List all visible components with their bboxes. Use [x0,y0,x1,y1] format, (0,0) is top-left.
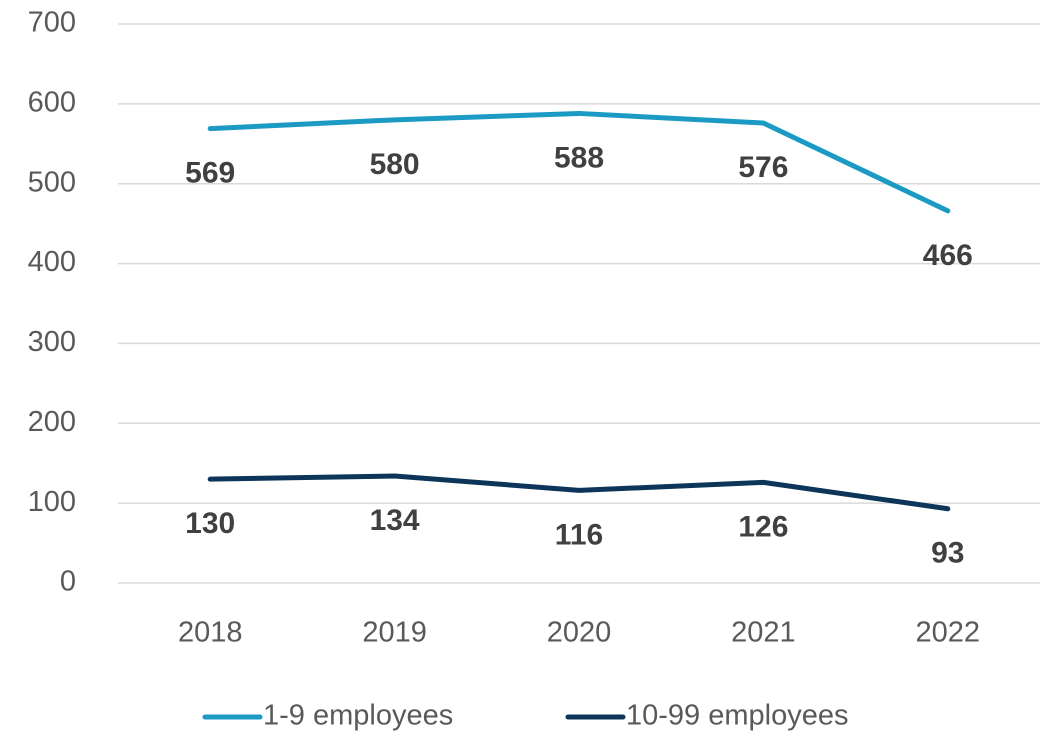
x-tick-label: 2018 [178,617,243,649]
y-tick-label: 0 [60,566,76,598]
y-tick-label: 700 [28,7,76,39]
series-line [207,110,951,214]
data-label: 130 [185,507,235,540]
data-label: 116 [555,518,603,551]
data-label: 569 [185,157,235,190]
data-label: 134 [370,504,420,537]
data-label: 576 [738,151,788,184]
x-tick-label: 2021 [731,617,796,649]
data-label: 93 [931,537,964,570]
y-tick-label: 600 [28,87,76,119]
y-tick-label: 300 [28,326,76,358]
y-tick-label: 100 [28,486,76,518]
x-tick-label: 2022 [916,617,981,649]
y-tick-label: 500 [28,166,76,198]
data-label: 126 [738,510,788,543]
x-tick-label: 2019 [362,617,427,649]
legend-label: 1-9 employees [263,700,453,732]
data-label: 580 [370,148,420,181]
series-line [207,473,951,512]
data-label: 588 [554,141,604,174]
data-label: 466 [923,239,973,272]
x-tick-label: 2020 [547,617,612,649]
y-tick-label: 200 [28,406,76,438]
y-tick-label: 400 [28,246,76,278]
legend-label: 10-99 employees [626,700,848,732]
